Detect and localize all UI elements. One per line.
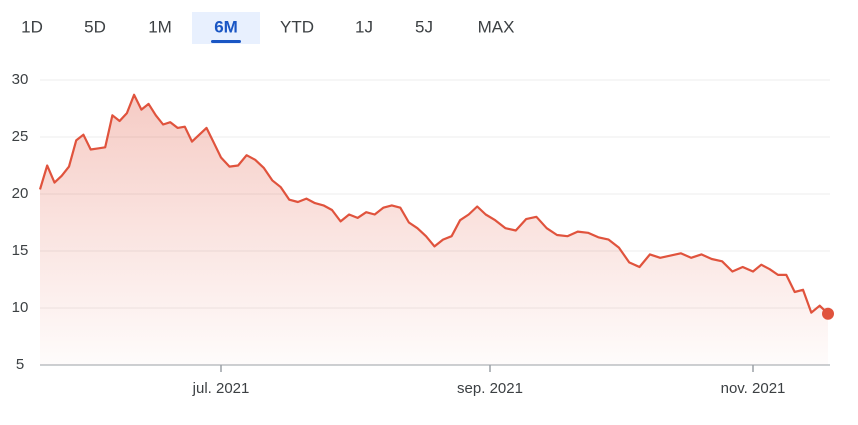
range-tab[interactable]: 1J xyxy=(355,17,373,36)
y-tick-label: 30 xyxy=(12,71,29,88)
range-tab[interactable]: MAX xyxy=(478,17,515,36)
range-tab[interactable]: 6M xyxy=(214,17,238,36)
range-tab[interactable]: 5J xyxy=(415,17,433,36)
end-marker xyxy=(822,307,834,320)
y-tick-label: 20 xyxy=(12,185,29,202)
range-tab[interactable]: 1D xyxy=(21,17,43,36)
tab-underline xyxy=(211,40,241,43)
range-tab[interactable]: YTD xyxy=(280,17,314,36)
y-tick-label: 15 xyxy=(12,242,29,259)
y-tick-label: 10 xyxy=(12,299,29,316)
y-tick-label: 25 xyxy=(12,128,29,145)
x-tick-label: nov. 2021 xyxy=(721,380,786,397)
range-tab[interactable]: 1M xyxy=(148,17,172,36)
x-tick-label: jul. 2021 xyxy=(192,380,250,397)
x-tick-label: sep. 2021 xyxy=(457,380,523,397)
area-fill xyxy=(40,94,828,366)
y-tick-label: 5 xyxy=(16,356,24,373)
range-tab[interactable]: 5D xyxy=(84,17,106,36)
tab-selected-bg xyxy=(192,12,260,44)
price-line xyxy=(38,93,829,315)
